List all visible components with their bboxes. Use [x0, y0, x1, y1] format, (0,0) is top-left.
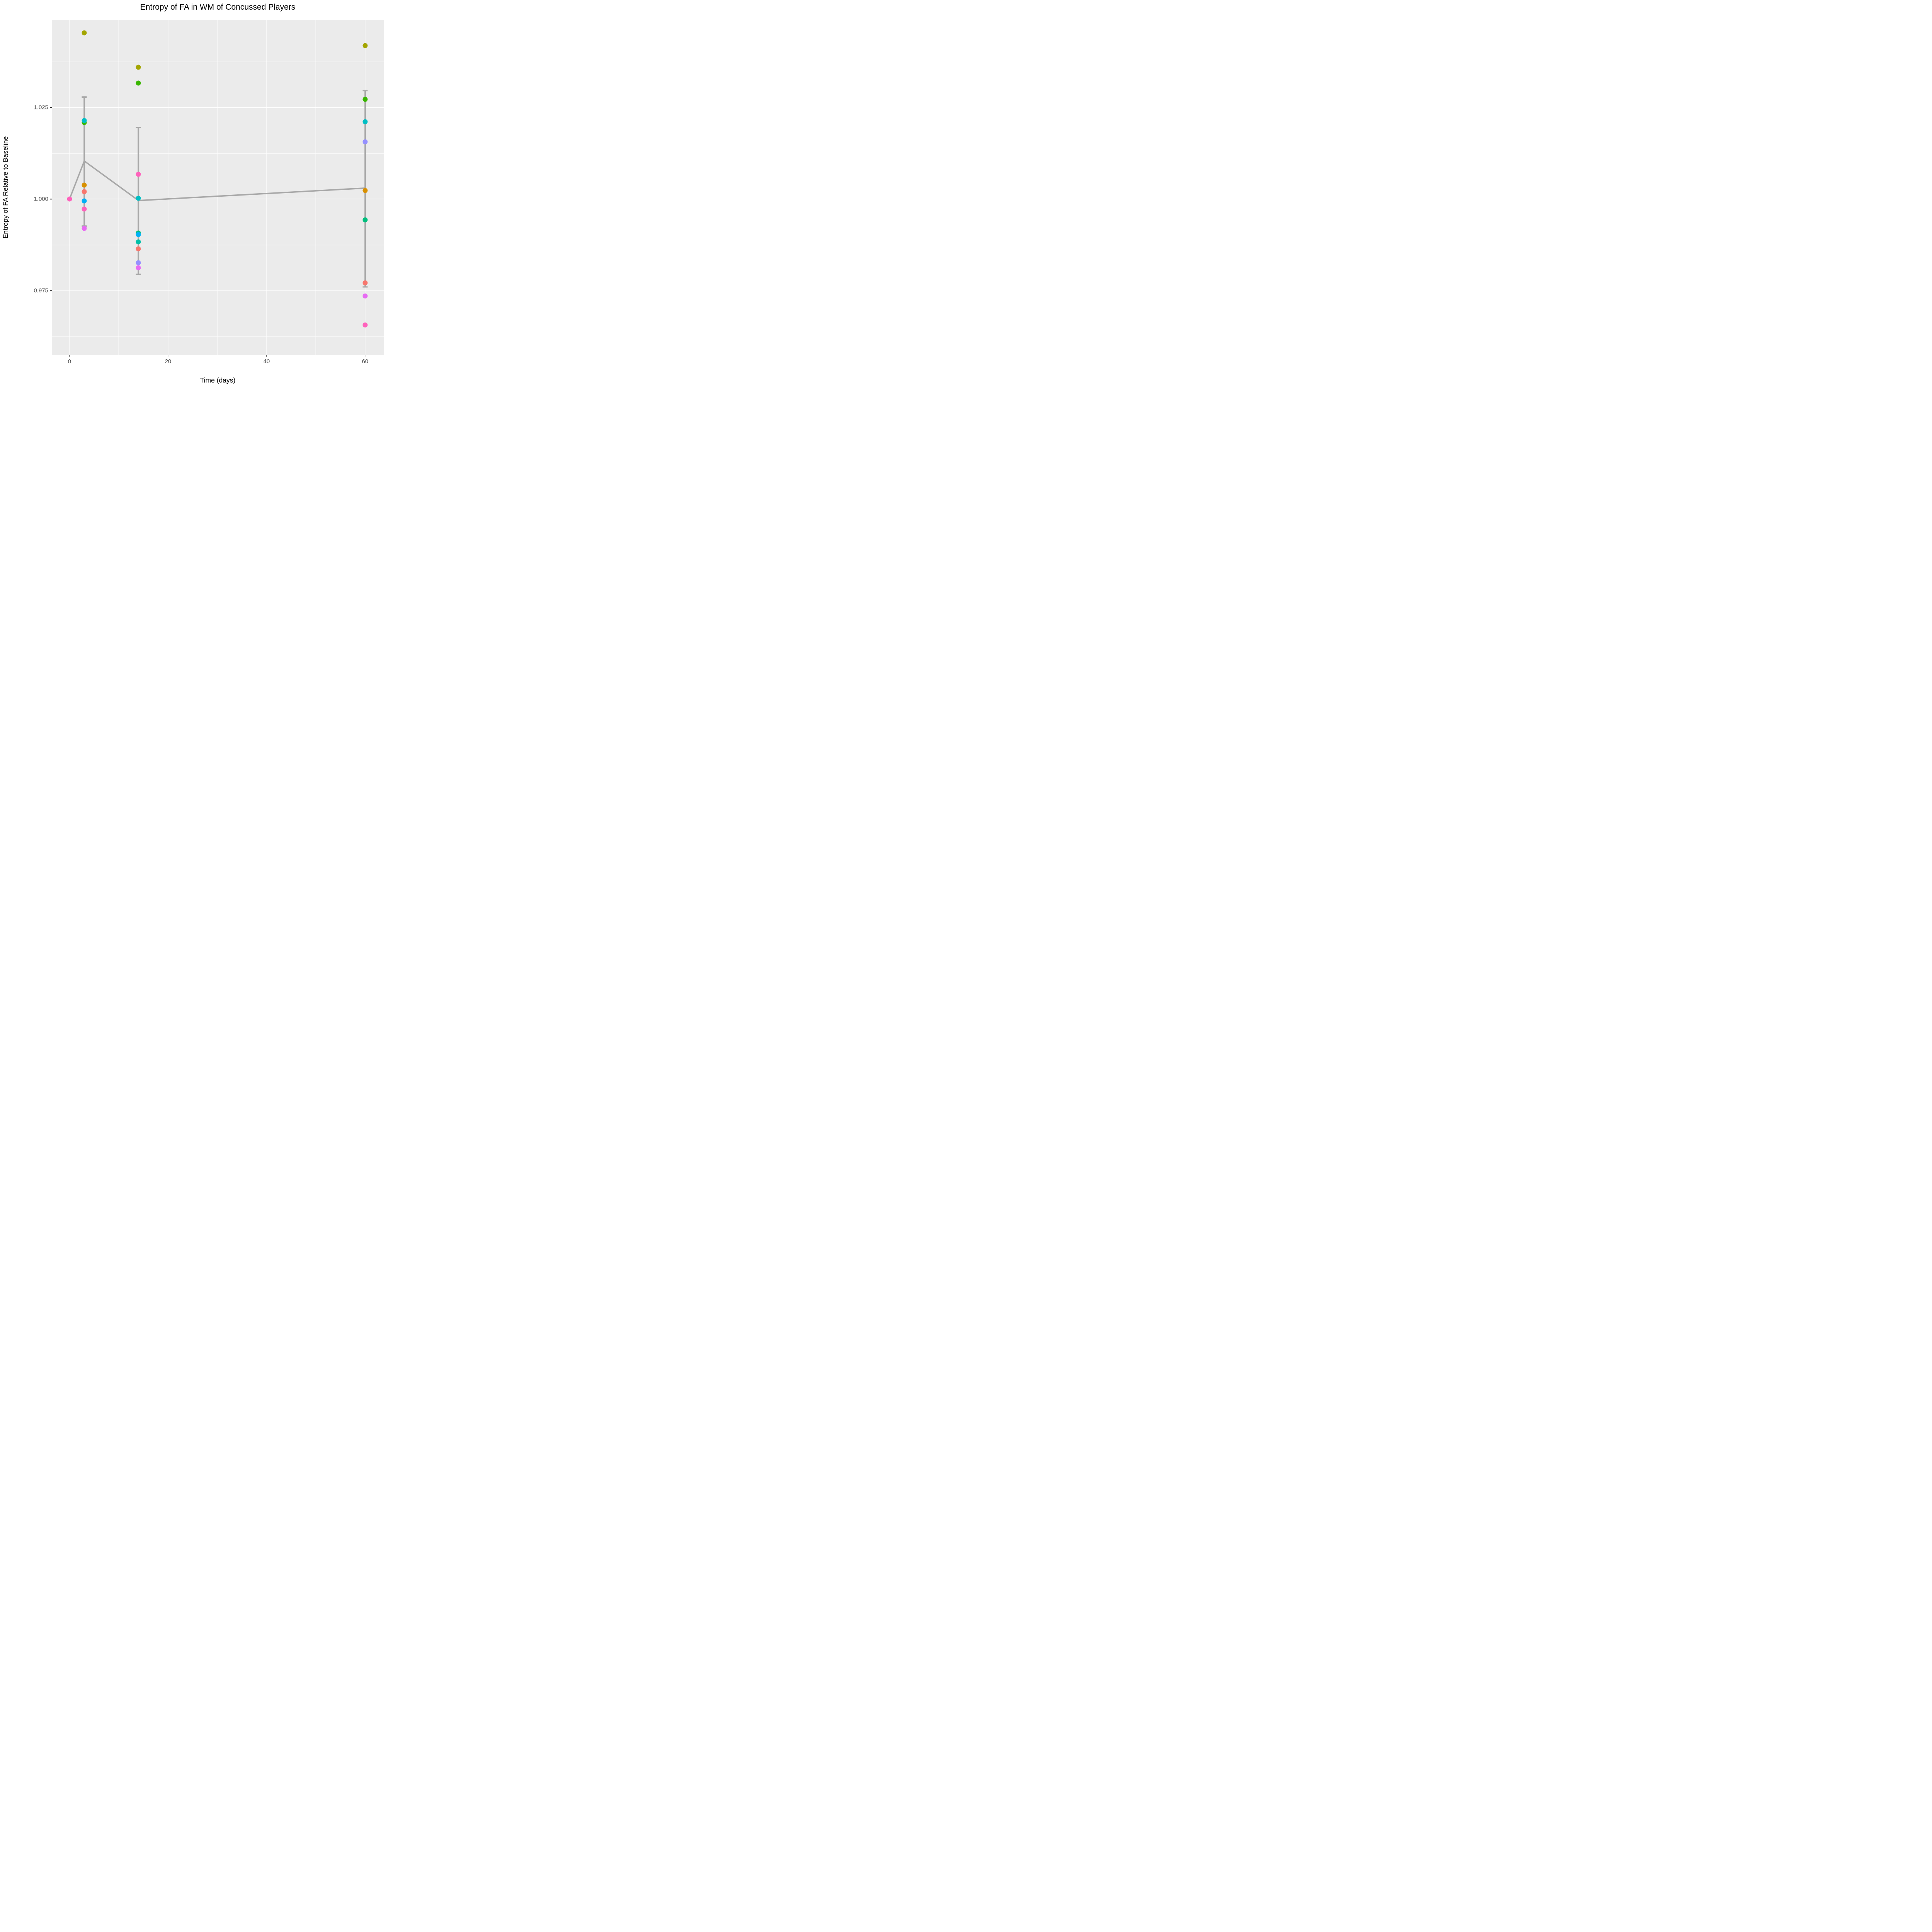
- x-tick-mark: [365, 355, 366, 357]
- error-bar-cap-top: [136, 126, 141, 128]
- error-bar-cap-bottom: [136, 273, 141, 275]
- chart-title: Entropy of FA in WM of Concussed Players: [140, 3, 296, 12]
- minor-gridline-x: [217, 20, 218, 355]
- data-point-player-pink: [362, 322, 368, 328]
- data-point-player-lavender: [362, 139, 368, 145]
- data-point-player-teal: [136, 239, 141, 245]
- data-point-player-green: [362, 97, 368, 102]
- data-point-player-salmon: [136, 246, 141, 252]
- error-bar-cap-bottom: [362, 286, 368, 288]
- data-point-player-pink: [67, 196, 72, 202]
- data-point-player-olive: [136, 65, 141, 70]
- x-tick-label: 20: [165, 358, 172, 365]
- mean-line: [69, 160, 366, 201]
- data-point-player-lavender: [136, 260, 141, 265]
- data-point-player-olive: [82, 30, 87, 36]
- error-bar-cap-top: [362, 90, 368, 92]
- data-point-player-pink: [82, 206, 87, 212]
- mean-line-path: [69, 160, 366, 201]
- major-gridline-y: [52, 107, 384, 108]
- data-point-player-olive: [362, 43, 368, 48]
- y-axis: 0.975 1.000 1.025: [0, 20, 52, 355]
- error-bar-cap-top: [82, 96, 87, 98]
- data-point-player-green: [136, 80, 141, 86]
- data-point-player-orange: [362, 188, 368, 193]
- y-tick-label: 1.000: [34, 196, 48, 202]
- y-tick-mark: [50, 107, 52, 108]
- x-tick-label: 0: [68, 358, 71, 365]
- x-axis: 0 20 40 60: [52, 355, 384, 386]
- x-tick-mark: [69, 355, 70, 357]
- plot-panel: [52, 20, 384, 355]
- data-point-player-orange: [82, 182, 87, 188]
- major-gridline-x: [69, 20, 70, 355]
- data-point-player-magenta: [82, 226, 87, 231]
- data-point-player-turquoise: [362, 119, 368, 124]
- y-tick-mark: [50, 290, 52, 291]
- data-point-player-magenta: [136, 265, 141, 270]
- minor-gridline-y: [52, 153, 384, 154]
- data-point-player-salmon: [82, 189, 87, 194]
- data-point-player-turquoise: [82, 118, 87, 123]
- x-tick-mark: [266, 355, 267, 357]
- y-tick-label: 0.975: [34, 287, 48, 294]
- data-point-player-azure: [136, 232, 141, 237]
- x-axis-title: Time (days): [200, 376, 236, 384]
- data-point-player-springgreen: [362, 217, 368, 223]
- y-tick-label: 1.025: [34, 104, 48, 111]
- y-tick-mark: [50, 199, 52, 200]
- minor-gridline-y: [52, 336, 384, 337]
- data-point-player-turquoise: [136, 196, 141, 201]
- major-gridline-x: [266, 20, 267, 355]
- chart-figure: Entropy of FA in WM of Concussed Players…: [0, 0, 386, 386]
- data-point-player-magenta: [362, 293, 368, 299]
- data-point-player-azure: [82, 198, 87, 204]
- x-tick-label: 40: [263, 358, 270, 365]
- data-point-player-salmon: [362, 280, 368, 286]
- x-tick-label: 60: [362, 358, 369, 365]
- data-point-player-pink: [136, 172, 141, 177]
